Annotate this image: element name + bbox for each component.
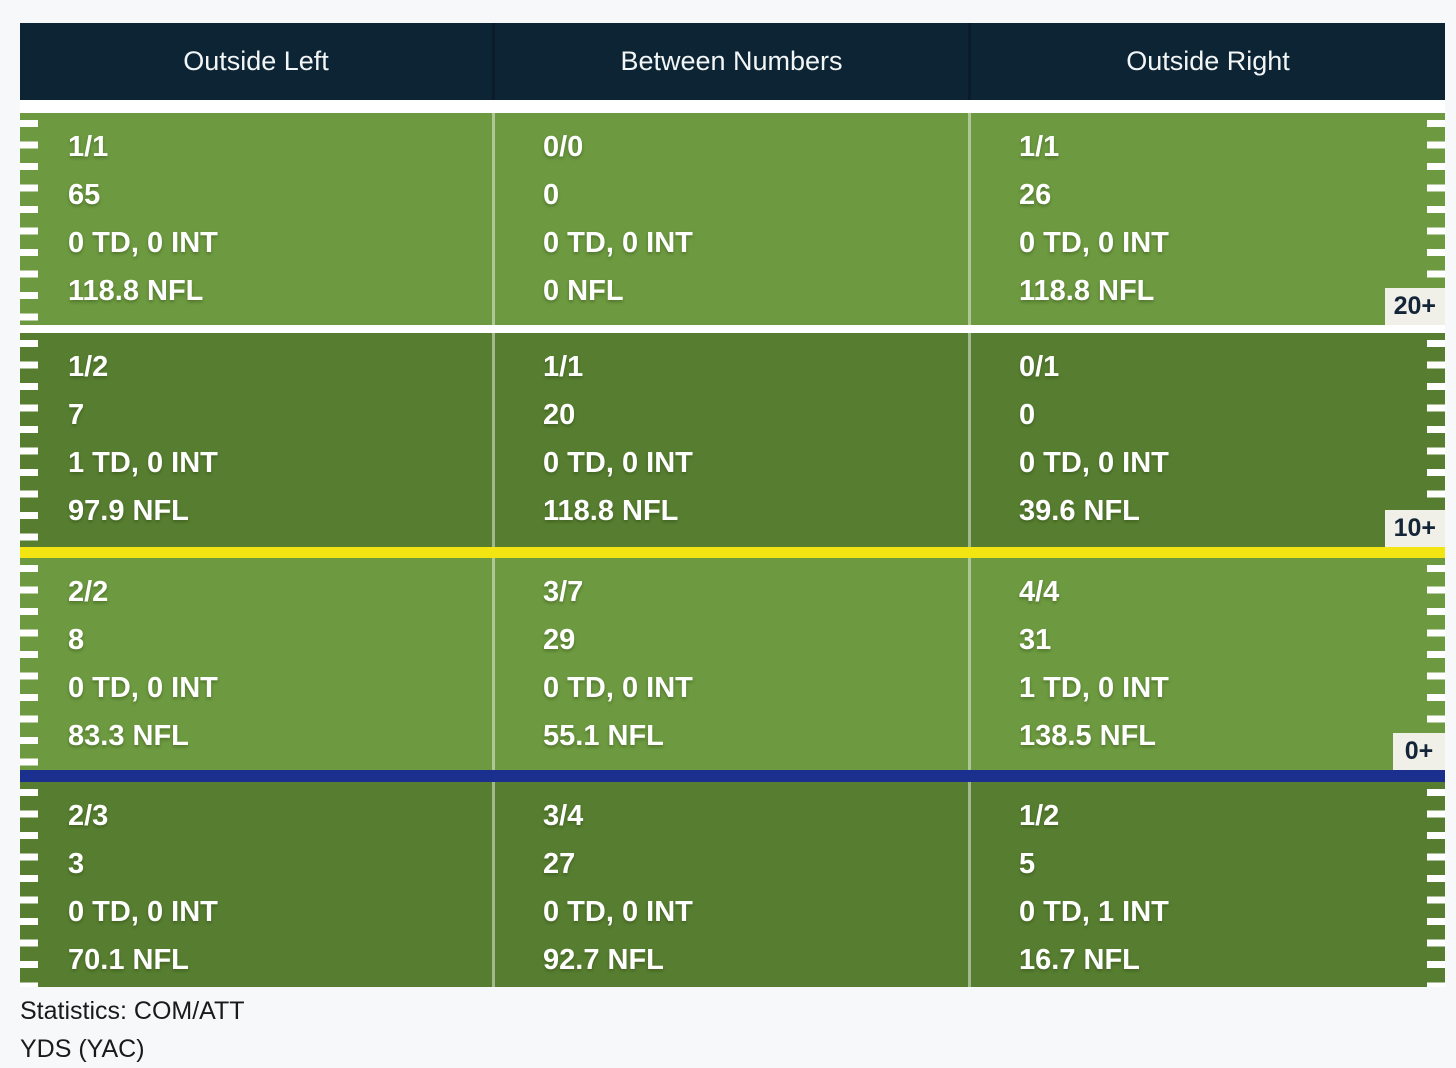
nfl-rating: 118.8 NFL [1019,275,1155,307]
completions-attempts: 1/2 [1019,800,1060,832]
zone-row-20plus: 1/1 65 0 TD, 0 INT 118.8 NFL 0/0 0 0 TD,… [20,113,1445,325]
nfl-rating: 138.5 NFL [1019,720,1156,752]
completions-attempts: 2/3 [68,800,109,832]
nfl-rating: 118.8 NFL [68,275,204,307]
td-int: 0 TD, 0 INT [1019,227,1169,259]
zone-row-behind-los: 2/3 3 0 TD, 0 INT 70.1 NFL 3/4 27 0 TD, … [20,782,1445,987]
zone-row-10plus: 1/2 7 1 TD, 0 INT 97.9 NFL 1/1 20 0 TD, … [20,333,1445,547]
yards: 29 [543,624,576,656]
td-int: 0 TD, 0 INT [1019,447,1169,479]
nfl-rating: 16.7 NFL [1019,944,1140,976]
td-int: 0 TD, 0 INT [543,227,693,259]
completions-attempts: 1/1 [68,131,109,163]
zone-cell: 3/7 29 0 TD, 0 INT 55.1 NFL [492,558,968,770]
column-header-between-numbers: Between Numbers [492,23,968,100]
zone-cell: 0/0 0 0 TD, 0 INT 0 NFL [492,113,968,325]
column-header-bar: Outside Left Between Numbers Outside Rig… [20,23,1445,100]
line-of-scrimmage-blue [20,770,1445,782]
yards: 0 [1019,399,1036,431]
td-int: 1 TD, 0 INT [68,447,218,479]
td-int: 0 TD, 0 INT [68,227,218,259]
zone-cell: 1/1 26 0 TD, 0 INT 118.8 NFL [968,113,1445,325]
yard-line-white [20,325,1445,333]
nfl-rating: 97.9 NFL [68,495,189,527]
legend-line-1: Statistics: COM/ATT [20,997,245,1025]
completions-attempts: 0/0 [543,131,584,163]
zone-cell: 1/2 5 0 TD, 1 INT 16.7 NFL [968,782,1445,987]
column-header-outside-left: Outside Left [183,46,329,76]
zone-cell: 1/2 7 1 TD, 0 INT 97.9 NFL [20,333,492,547]
yards: 0 [543,179,560,211]
yards: 26 [1019,179,1052,211]
yards: 8 [68,624,85,656]
nfl-rating: 70.1 NFL [68,944,189,976]
legend-line-2: YDS (YAC) [20,1035,145,1063]
td-int: 0 TD, 1 INT [1019,896,1169,928]
nfl-rating: 118.8 NFL [543,495,679,527]
yards: 3 [68,848,85,880]
yards: 65 [68,179,101,211]
zone-cell: 1/1 65 0 TD, 0 INT 118.8 NFL [20,113,492,325]
zone-cell: 3/4 27 0 TD, 0 INT 92.7 NFL [492,782,968,987]
nfl-rating: 39.6 NFL [1019,495,1140,527]
td-int: 0 TD, 0 INT [68,672,218,704]
depth-marker-10plus: 10+ [1384,510,1445,547]
completions-attempts: 1/2 [68,351,109,383]
zone-row-0plus: 2/2 8 0 TD, 0 INT 83.3 NFL 3/7 29 0 TD, … [20,558,1445,770]
zone-cell: 1/1 20 0 TD, 0 INT 118.8 NFL [492,333,968,547]
yards: 31 [1019,624,1052,656]
td-int: 0 TD, 0 INT [68,896,218,928]
depth-marker-20plus: 20+ [1384,288,1445,325]
completions-attempts: 0/1 [1019,351,1060,383]
td-int: 0 TD, 0 INT [543,896,693,928]
yards: 20 [543,399,576,431]
td-int: 1 TD, 0 INT [1019,672,1169,704]
yards: 5 [1019,848,1036,880]
yards: 7 [68,399,85,431]
header-gap [20,100,1445,113]
yards: 27 [543,848,576,880]
completions-attempts: 3/4 [543,800,584,832]
zone-cell: 4/4 31 1 TD, 0 INT 138.5 NFL [968,558,1445,770]
nfl-rating: 0 NFL [543,275,624,307]
zone-cell: 2/2 8 0 TD, 0 INT 83.3 NFL [20,558,492,770]
td-int: 0 TD, 0 INT [543,447,693,479]
completions-attempts: 1/1 [543,351,584,383]
column-header-outside-right: Outside Right [968,23,1445,100]
nfl-rating: 83.3 NFL [68,720,189,752]
nfl-rating: 55.1 NFL [543,720,664,752]
zone-cell: 2/3 3 0 TD, 0 INT 70.1 NFL [20,782,492,987]
nfl-rating: 92.7 NFL [543,944,664,976]
completions-attempts: 4/4 [1019,576,1060,608]
zone-cell: 0/1 0 0 TD, 0 INT 39.6 NFL [968,333,1445,547]
td-int: 0 TD, 0 INT [543,672,693,704]
completions-attempts: 2/2 [68,576,109,608]
statistics-legend: Statistics: COM/ATT YDS (YAC) [20,992,245,1068]
first-down-line-yellow [20,547,1445,558]
completions-attempts: 1/1 [1019,131,1060,163]
passing-chart: Outside Left Between Numbers Outside Rig… [20,23,1445,987]
depth-marker-0plus: 0+ [1393,733,1445,770]
completions-attempts: 3/7 [543,576,584,608]
